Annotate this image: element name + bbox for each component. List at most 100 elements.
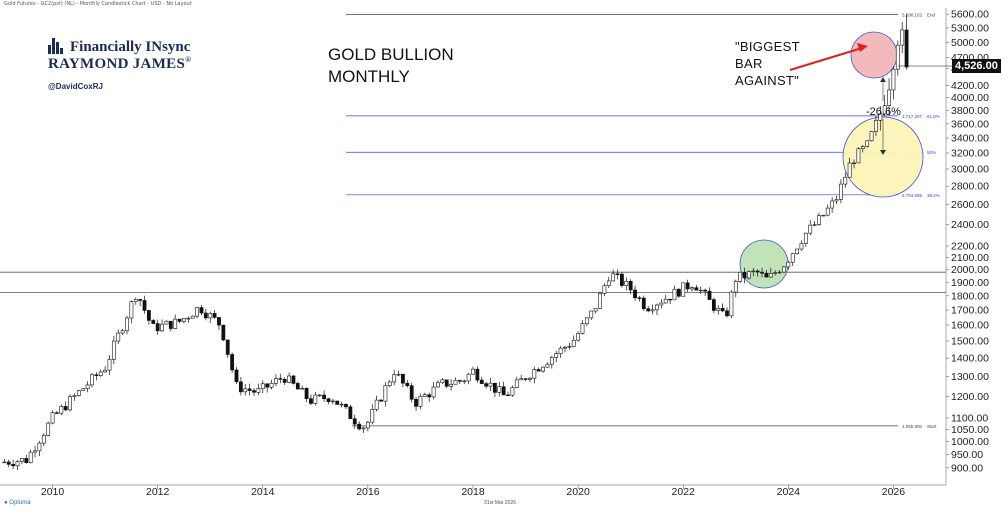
candle-body [182, 318, 186, 322]
level-tag-label: 38.2% [927, 193, 940, 198]
candle-body [821, 214, 826, 217]
candle-body [506, 394, 510, 397]
candle-body [646, 308, 651, 312]
candle-body [703, 289, 708, 292]
candle-body [655, 304, 659, 311]
candle-body [199, 307, 204, 314]
candle-body [549, 357, 554, 365]
candle-body [523, 378, 528, 380]
candle-body [138, 299, 143, 301]
time-axis-label: 2026 [882, 486, 906, 498]
price-axis-label: 5300.00 [951, 22, 989, 34]
level-value-label: 2,704.695 [902, 193, 923, 198]
candle-body [668, 298, 672, 301]
candle-body [729, 291, 734, 317]
candle-body [768, 272, 773, 278]
candle-body [698, 289, 703, 292]
candle-body [195, 307, 199, 317]
candle-body [685, 282, 690, 290]
candle-body [361, 427, 366, 430]
candle-body [252, 390, 256, 393]
candle-body [457, 380, 462, 382]
candle-body [396, 374, 401, 376]
candle-body [85, 384, 90, 390]
highlight-circle-red [850, 31, 898, 79]
candle-body [536, 369, 541, 372]
candle-body [672, 288, 677, 301]
candle-body [628, 280, 633, 291]
candle-body [633, 289, 637, 299]
candle-body [615, 273, 620, 275]
level-value-label: 3,717.207 [902, 114, 923, 119]
candle-body [225, 339, 230, 355]
candle-body [274, 378, 278, 384]
candle-body [352, 418, 357, 425]
candle-body [256, 388, 261, 393]
candle-body [554, 353, 559, 358]
price-axis-label: 1050.00 [951, 424, 989, 436]
price-axis-label: 2000.00 [951, 264, 989, 276]
candle-body [711, 299, 716, 311]
candle-body [510, 387, 515, 396]
candle-body [449, 383, 454, 387]
price-axis-label: 900.00 [951, 462, 983, 474]
candle-body [545, 363, 550, 368]
candle-body [168, 320, 173, 329]
candle-body [265, 383, 270, 388]
candle-body [427, 394, 432, 398]
brand-line-1: Financially INsync [70, 39, 191, 55]
candle-body [716, 307, 721, 311]
candle-body [830, 200, 835, 209]
candle-body [637, 297, 642, 299]
candle-body [24, 458, 29, 463]
candle-body [795, 248, 799, 255]
candle-body [799, 243, 804, 250]
candle-body [479, 379, 484, 384]
candle-body [558, 347, 563, 354]
price-axis-label: 1700.00 [951, 305, 989, 317]
price-axis-label: 1900.00 [951, 277, 989, 289]
candle-body [322, 394, 326, 400]
candle-body [221, 324, 226, 341]
candle-body [147, 310, 151, 321]
candle-body [326, 398, 331, 402]
price-axis-label: 1000.00 [951, 436, 989, 448]
time-axis-label: 2012 [146, 486, 170, 498]
candle-body [488, 382, 493, 387]
price-axis-label: 5600.00 [951, 9, 989, 21]
candle-body [6, 461, 11, 465]
level-value-label: 5,596.102 [902, 12, 923, 17]
price-axis-label: 2400.00 [951, 219, 989, 231]
candle-body [453, 380, 458, 385]
chart-header: Gold Futures - GC2(pst) (NL) - Monthly C… [4, 1, 192, 7]
candle-body [860, 146, 865, 150]
candle-body [98, 371, 103, 376]
candle-body [76, 390, 81, 396]
candle-body [865, 140, 870, 147]
level-value-label: 1,065.800 [902, 424, 923, 429]
level-tag-label: End [927, 12, 936, 17]
candle-body [694, 287, 699, 291]
brand-line-2: RAYMOND JAMES® [48, 55, 191, 73]
candle-body [238, 381, 243, 393]
candle-body [773, 272, 778, 274]
annotation-line-3: AGAINST" [735, 73, 800, 88]
candle-body [786, 261, 791, 268]
candle-body [462, 380, 467, 383]
candle-body [160, 323, 164, 332]
candle-body [374, 399, 379, 410]
candle-body [129, 301, 134, 319]
price-axis-label: 2200.00 [951, 241, 989, 253]
candle-body [882, 105, 887, 115]
candle-body [760, 271, 764, 274]
price-axis-label: 1400.00 [951, 353, 989, 365]
candle-body [278, 378, 283, 380]
candle-body [379, 399, 383, 402]
candle-body [563, 346, 567, 349]
candle-body [856, 148, 861, 164]
candle-body [747, 271, 751, 279]
price-axis-label: 2100.00 [951, 252, 989, 264]
candle-body [834, 199, 839, 202]
candle-body [414, 398, 418, 407]
brand-registered: ® [185, 55, 192, 64]
